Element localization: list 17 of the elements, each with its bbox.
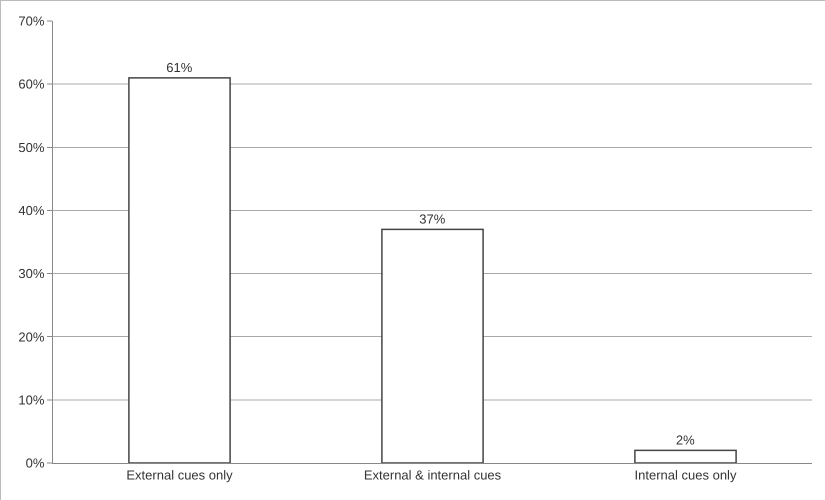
y-tick-label: 60% <box>18 76 45 92</box>
data-label: 2% <box>676 432 696 448</box>
x-tick-label: Internal cues only <box>634 468 737 483</box>
y-tick-label: 10% <box>18 392 45 408</box>
data-label: 61% <box>166 60 193 75</box>
y-tick-label: 50% <box>18 140 45 155</box>
data-label: 37% <box>419 211 446 226</box>
x-tick-label: External & internal cues <box>364 468 502 483</box>
y-tick-label: 30% <box>18 266 45 282</box>
y-tick-label: 0% <box>26 456 45 471</box>
y-tick-label: 70% <box>18 14 45 29</box>
bar <box>634 450 737 463</box>
y-tick-label: 40% <box>18 202 45 218</box>
bar <box>128 77 231 463</box>
x-tick-label: External cues only <box>126 468 234 483</box>
bar <box>381 228 484 463</box>
y-tick-label: 20% <box>18 329 45 344</box>
